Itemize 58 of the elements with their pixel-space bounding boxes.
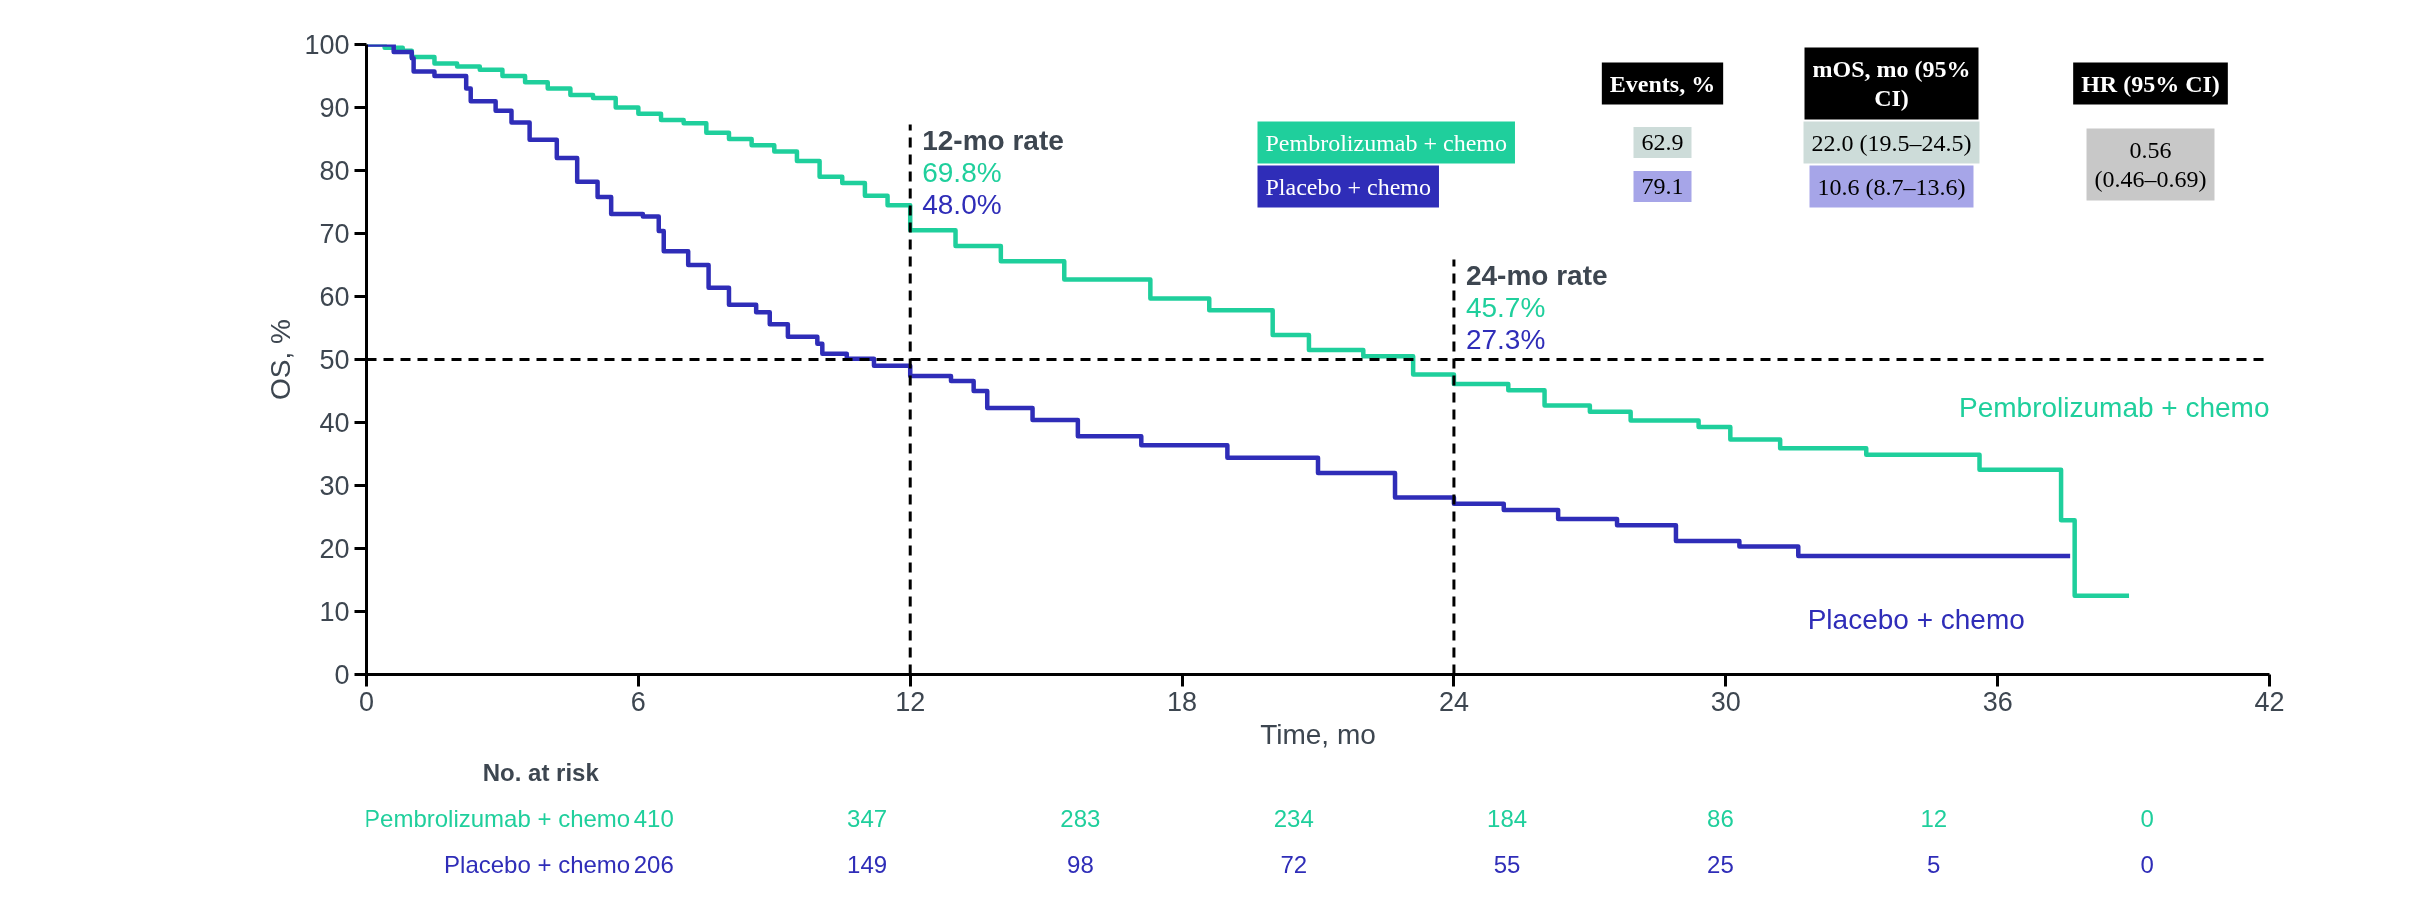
text: 0 — [2140, 805, 2154, 832]
text: 72 — [1280, 851, 1308, 878]
x-axis-title: Time, mo — [1260, 718, 1376, 750]
annotation: 22.0 (19.5–24.5) — [1811, 129, 1972, 156]
text: Pembrolizumab + chemo — [1265, 129, 1507, 156]
annotation: 45.7% — [1465, 291, 1546, 323]
text: 0 — [2140, 851, 2154, 878]
text: 347 — [847, 805, 888, 832]
annotation: 0.56 (0.46–0.69) — [2094, 136, 2207, 193]
series-label: Placebo + chemo — [1807, 603, 2025, 635]
y-tick-label: 90 — [319, 93, 350, 123]
annotation: 62.9 — [1641, 129, 1684, 155]
text: Pembrolizumab + chemo — [364, 805, 631, 832]
x-tick-label: 42 — [2254, 686, 2285, 717]
text: 25 — [1707, 851, 1734, 878]
annotation: HR (95% CI) — [2081, 70, 2220, 97]
text: 283 — [1060, 805, 1101, 832]
y-tick-label: 30 — [319, 471, 350, 501]
text: 12 — [1920, 805, 1948, 832]
text: 234 — [1273, 805, 1314, 832]
annotation: Events, % — [1609, 70, 1716, 97]
text: 86 — [1707, 805, 1734, 832]
text: 5 — [1927, 851, 1941, 878]
x-tick-label: 12 — [895, 686, 926, 717]
y-tick-label: 0 — [334, 660, 350, 690]
annotation: 10.6 (8.7–13.6) — [1817, 173, 1966, 200]
text: 206 — [633, 851, 674, 878]
text: Placebo + chemo — [444, 851, 631, 878]
x-tick-label: 24 — [1438, 686, 1469, 717]
y-axis-title: OS, % — [265, 319, 297, 400]
y-tick-label: 60 — [319, 282, 350, 312]
text: Placebo + chemo — [1265, 173, 1431, 200]
annotation: 48.0% — [922, 188, 1002, 220]
y-tick-label: 80 — [319, 156, 350, 186]
text: 98 — [1067, 851, 1094, 878]
x-tick-label: 6 — [630, 686, 646, 717]
y-tick-label: 70 — [319, 219, 350, 249]
x-tick-label: 30 — [1710, 686, 1741, 717]
x-tick-label: 36 — [1982, 686, 2013, 717]
text: No. at risk — [482, 759, 600, 786]
ref-line-label: 12-mo rate — [922, 124, 1064, 156]
annotation: mOS, mo (95% CI) — [1812, 55, 1971, 112]
text: 184 — [1487, 805, 1528, 832]
y-tick-label: 40 — [319, 408, 350, 438]
series-label: Pembrolizumab + chemo — [1959, 392, 2270, 424]
x-tick-label: 18 — [1167, 686, 1198, 717]
text: 410 — [633, 805, 674, 832]
y-tick-label: 10 — [319, 597, 350, 627]
y-tick-label: 20 — [319, 534, 350, 564]
annotation: 79.1 — [1641, 173, 1684, 199]
y-tick-label: 100 — [304, 30, 350, 60]
x-tick-label: 0 — [358, 686, 375, 717]
text: 149 — [847, 851, 888, 878]
ref-line-label: 24-mo rate — [1465, 259, 1608, 291]
annotation: 69.8% — [922, 156, 1002, 188]
annotation: 27.3% — [1465, 323, 1546, 355]
text: 55 — [1493, 851, 1521, 878]
y-tick-label: 50 — [319, 345, 350, 375]
